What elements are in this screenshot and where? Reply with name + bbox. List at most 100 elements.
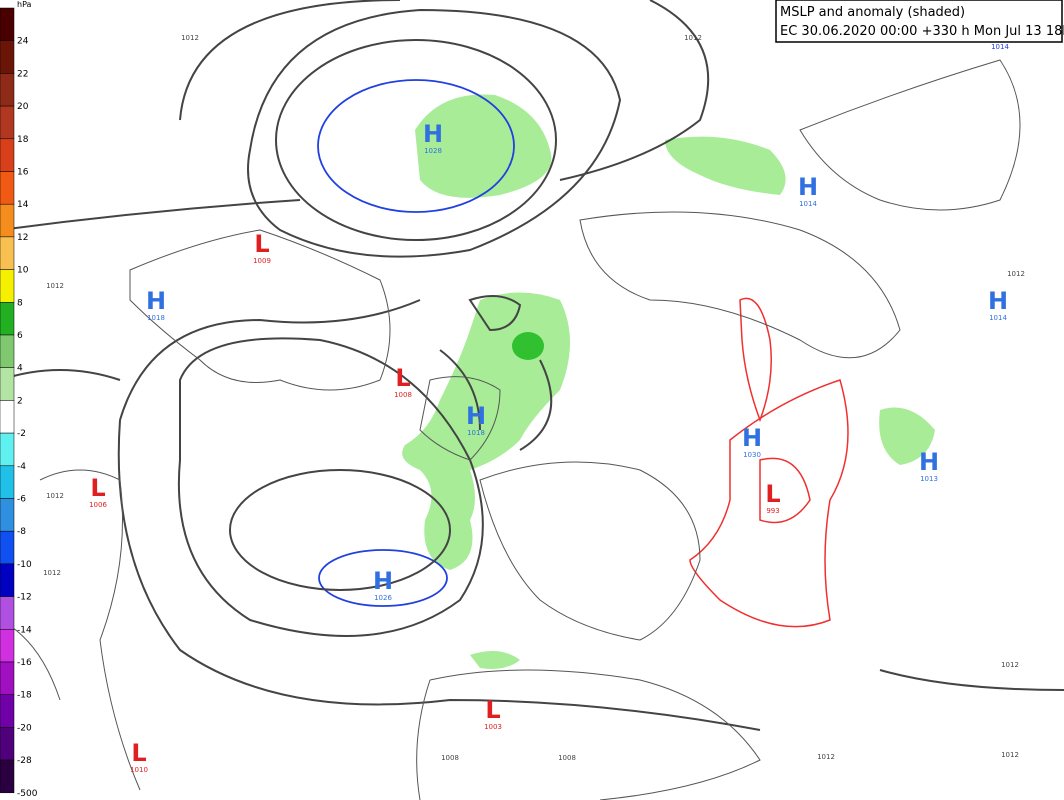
center-symbol: H — [146, 287, 166, 315]
isobar-label: 1012 — [817, 753, 835, 761]
legend-label: 8 — [17, 298, 23, 308]
legend-swatch — [0, 629, 15, 663]
center-pressure: 1018 — [467, 429, 485, 437]
center-symbol: L — [395, 364, 410, 392]
legend-label: -4 — [17, 462, 26, 472]
legend-unit: hPa — [17, 0, 32, 9]
legend-swatch — [0, 40, 15, 74]
legend: hPa 24 22 20 18 16 14 12 10 8 6 4 2 -2 -4 -6 -8 -10 -12 -1… — [0, 0, 38, 799]
legend-swatch — [0, 530, 15, 565]
legend-label: 22 — [17, 69, 28, 79]
isobars — [0, 0, 1064, 731]
center-pressure: 1030 — [743, 451, 761, 459]
legend-label: 4 — [17, 364, 23, 374]
isobar-label: 1012 — [1001, 751, 1019, 759]
center-pressure: 1003 — [484, 723, 502, 731]
center-pressure: 1010 — [130, 766, 148, 774]
center-symbol: L — [131, 739, 146, 767]
center-pressure: 1013 — [920, 475, 938, 483]
legend-label: 24 — [17, 37, 29, 47]
center-symbol: H — [466, 402, 486, 430]
isobar-labels: 1012 1012 1012 1012 1014 1012 1012 1008 1008 1012… — [43, 34, 1025, 762]
legend-label: -2 — [17, 429, 26, 439]
legend-label: -20 — [17, 723, 32, 733]
center-pressure: 1009 — [253, 257, 271, 265]
center-symbol: H — [373, 567, 393, 595]
legend-label: -6 — [17, 495, 26, 505]
legend-swatch — [0, 73, 15, 107]
legend-label: 20 — [17, 102, 29, 112]
title-box — [775, 0, 1063, 43]
title: MSLP and anomaly (shaded) — [780, 5, 965, 20]
legend-swatch — [0, 105, 15, 140]
legend-swatch — [0, 694, 15, 728]
legend-label: 10 — [17, 266, 29, 276]
legend-swatch — [0, 334, 15, 368]
legend-label: 6 — [17, 331, 23, 341]
legend-swatch — [0, 7, 15, 41]
subtitle: EC 30.06.2020 00:00 +330 h Mon Jul 13 18… — [780, 24, 1064, 39]
center-symbol: L — [765, 480, 780, 508]
legend-swatch — [0, 203, 15, 238]
legend-label: -12 — [17, 593, 32, 603]
center-symbol: H — [742, 424, 762, 452]
isobar-label: 1012 — [181, 34, 199, 42]
legend-swatch — [0, 302, 15, 336]
center-pressure: 1008 — [394, 391, 412, 399]
legend-swatch — [0, 661, 15, 695]
center-symbol: L — [90, 474, 105, 502]
legend-label: 18 — [17, 135, 29, 145]
isobar-label: 1012 — [1007, 270, 1025, 278]
legend-label: 14 — [17, 200, 29, 210]
negative-anomaly — [689, 297, 849, 628]
center-pressure: 1006 — [89, 501, 107, 509]
legend-swatch — [0, 171, 15, 205]
legend-swatch — [0, 596, 15, 630]
center-symbol: H — [988, 287, 1008, 315]
legend-label: -28 — [17, 756, 32, 766]
isobar-label: 1012 — [46, 282, 64, 290]
center-pressure: 1026 — [374, 594, 392, 602]
legend-label: 16 — [17, 168, 29, 178]
isobar-label: 1012 — [46, 492, 64, 500]
legend-swatch — [0, 400, 15, 434]
legend-label: -18 — [17, 691, 32, 701]
center-pressure: 1018 — [147, 314, 165, 322]
legend-label: -500 — [17, 789, 38, 799]
legend-label: -16 — [17, 658, 32, 668]
legend-label: -10 — [17, 560, 32, 570]
center-symbol: H — [423, 120, 443, 148]
legend-swatch — [0, 236, 15, 270]
isobar-label: 1008 — [441, 754, 459, 762]
legend-label: 2 — [17, 396, 23, 406]
coastlines — [0, 59, 1021, 800]
legend-label: -14 — [17, 625, 32, 635]
legend-swatch — [0, 727, 15, 761]
center-pressure: 1014 — [799, 200, 817, 208]
center-symbol: H — [798, 173, 818, 201]
anomaly-shading — [402, 94, 935, 669]
legend-swatch — [0, 138, 15, 172]
legend-label: -8 — [17, 527, 26, 537]
center-pressure: 1014 — [989, 314, 1007, 322]
legend-label: 12 — [17, 233, 28, 243]
isobar-label: 1012 — [43, 569, 61, 577]
center-symbol: L — [485, 696, 500, 724]
isobar-label: 1012 — [1001, 661, 1019, 669]
legend-swatch — [0, 269, 15, 303]
center-symbol: H — [919, 448, 939, 476]
center-pressure: 1028 — [424, 147, 442, 155]
legend-swatch — [0, 367, 15, 401]
legend-swatch — [0, 465, 15, 499]
isobar-label: 1014 — [991, 43, 1009, 51]
center-symbol: L — [254, 230, 269, 258]
isobar-label: 1008 — [558, 754, 576, 762]
legend-swatch — [0, 498, 15, 532]
center-pressure: 993 — [766, 507, 779, 515]
legend-swatch — [0, 759, 15, 794]
legend-swatch — [0, 563, 15, 597]
isobar-label: 1012 — [684, 34, 702, 42]
legend-swatch — [0, 432, 15, 467]
